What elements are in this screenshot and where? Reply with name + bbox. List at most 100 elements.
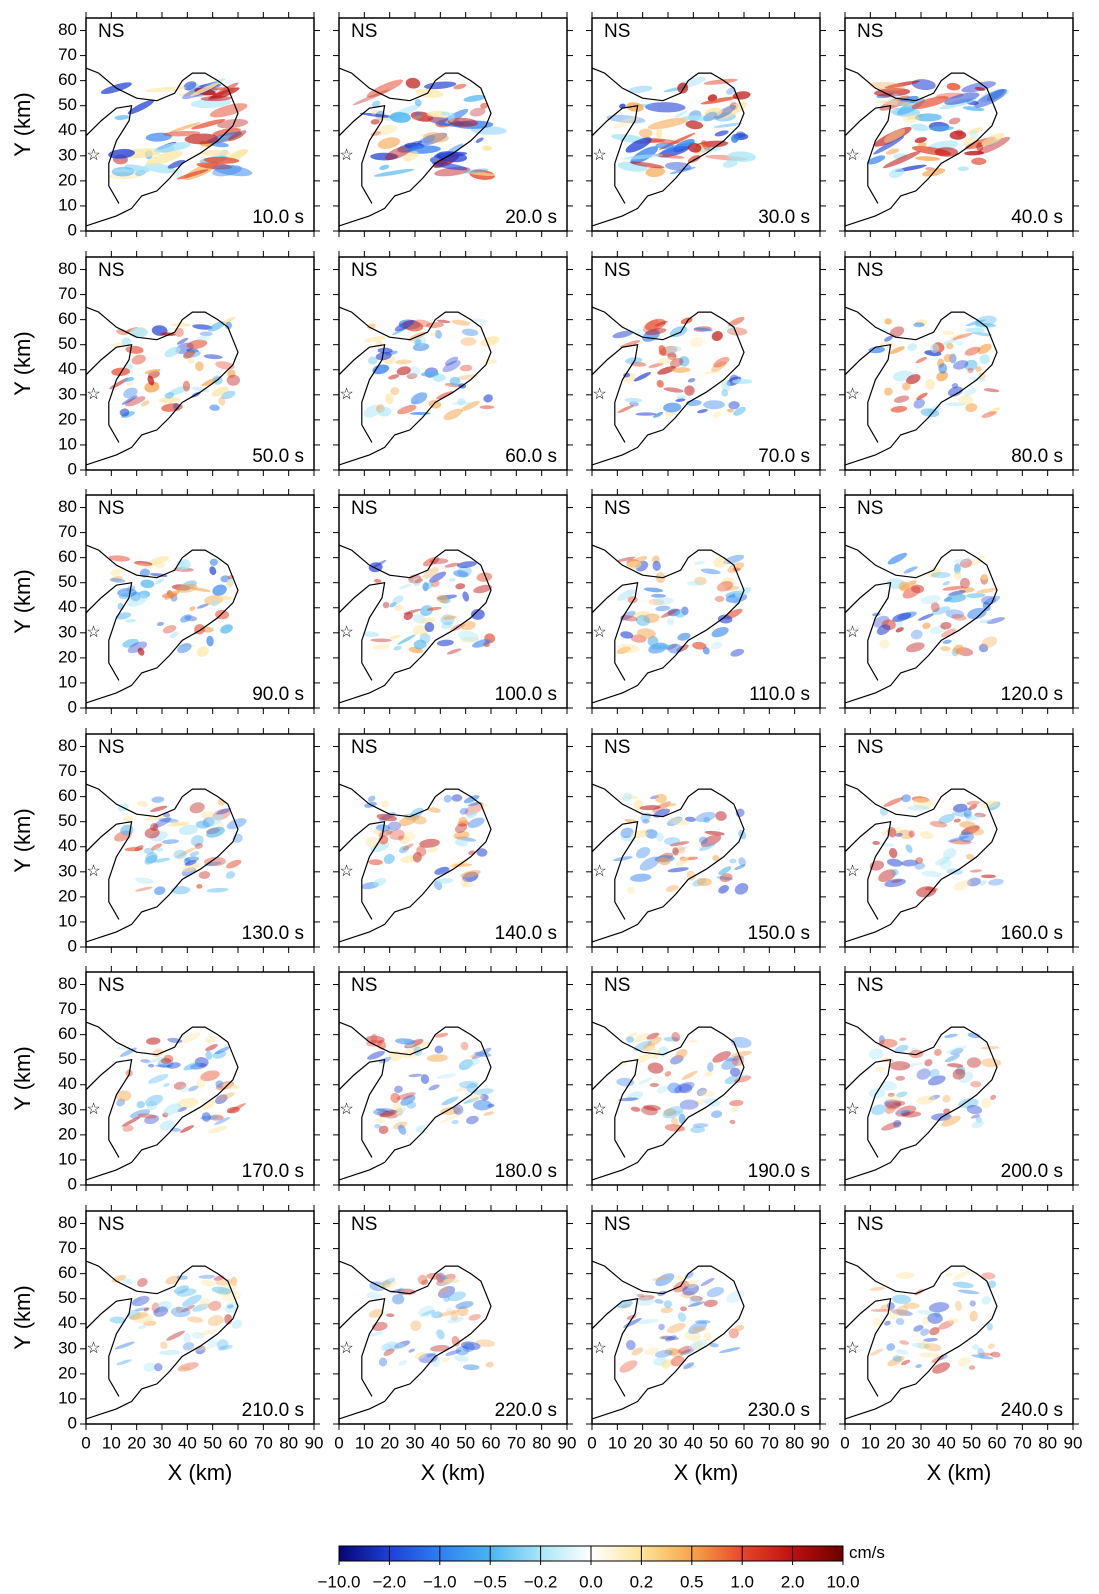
coastline	[845, 820, 892, 920]
wave-blob	[370, 152, 399, 161]
wave-blob	[885, 1100, 901, 1110]
wave-blob	[112, 342, 126, 349]
wave-blob	[977, 343, 992, 355]
wave-blob	[948, 1318, 960, 1325]
wave-blob	[703, 1299, 718, 1307]
wave-blob	[162, 625, 177, 634]
panel-frame	[338, 971, 568, 1186]
wave-blob	[162, 1112, 169, 1118]
source-star: ☆	[845, 624, 859, 641]
wave-blob	[394, 1085, 403, 1093]
y-tick-label: 70	[58, 45, 77, 64]
wave-blob	[620, 615, 638, 622]
wave-blob	[445, 1349, 462, 1356]
wave-blob	[226, 374, 241, 386]
y-tick-label: 40	[58, 120, 77, 139]
wave-blob	[947, 835, 969, 843]
wave-blob	[663, 1036, 680, 1042]
wave-blob	[177, 1362, 199, 1372]
wave-blob	[946, 82, 961, 91]
wave-blob	[957, 1357, 971, 1367]
wave-blob	[968, 1365, 976, 1370]
wave-blob	[388, 1342, 406, 1350]
time-label: 110.0 s	[749, 684, 810, 705]
wave-blob	[671, 1032, 681, 1042]
wave-blob	[416, 845, 427, 857]
wave-blob	[460, 1341, 481, 1351]
wave-blob	[464, 802, 484, 816]
wave-blob	[388, 374, 400, 380]
wave-blob	[665, 1335, 677, 1342]
wavefield: ☆	[86, 257, 314, 470]
wave-blob	[410, 1320, 422, 1331]
component-label: NS	[857, 498, 883, 519]
panel-bg	[86, 495, 314, 708]
wave-blob	[895, 1105, 917, 1117]
x-tick-label: 80	[279, 1433, 298, 1452]
wave-blob	[972, 331, 993, 337]
wave-blob	[667, 352, 677, 361]
wave-blob	[179, 643, 196, 648]
wave-blob	[389, 829, 405, 841]
wave-blob	[885, 1094, 902, 1104]
wave-blob	[969, 1300, 976, 1307]
wave-blob	[163, 1054, 174, 1063]
wave-blob	[889, 326, 905, 338]
coastline	[339, 1260, 492, 1420]
wave-blob	[702, 646, 710, 655]
wave-blob	[916, 886, 937, 898]
panel-frame	[85, 494, 315, 709]
time-label: 210.0 s	[242, 1400, 304, 1421]
wave-blob	[635, 615, 651, 626]
wave-blob	[928, 1302, 950, 1313]
wave-blob	[439, 1275, 449, 1280]
wave-blob	[217, 1344, 233, 1351]
wave-blob	[711, 641, 723, 650]
wave-blob	[155, 1300, 172, 1313]
wave-blob	[379, 164, 390, 171]
wave-blob	[667, 1082, 682, 1094]
wave-blob	[372, 364, 390, 375]
wave-blob	[129, 1312, 148, 1321]
coastline	[592, 306, 745, 466]
source-star: ☆	[339, 1101, 353, 1118]
wave-blob	[663, 837, 681, 845]
source-star: ☆	[339, 386, 353, 403]
wave-blob	[724, 1075, 740, 1085]
source-star: ☆	[845, 147, 859, 164]
wave-blob	[448, 577, 456, 582]
y-tick-label: 70	[58, 522, 77, 541]
component-label: NS	[98, 1214, 124, 1235]
x-tick-label: 90	[558, 1433, 577, 1452]
wave-blob	[630, 873, 652, 882]
wave-blob	[455, 1345, 470, 1356]
wave-blob	[953, 558, 968, 564]
wave-blob	[412, 114, 423, 121]
wave-blob	[685, 816, 697, 822]
wave-blob	[654, 1299, 664, 1304]
wave-blob	[726, 408, 734, 413]
source-star: ☆	[592, 386, 606, 403]
wave-blob	[137, 1277, 148, 1287]
wave-blob	[435, 1272, 446, 1283]
wave-blob	[982, 601, 991, 612]
wave-blob	[136, 1100, 145, 1109]
wave-blob	[619, 610, 636, 621]
wave-blob	[199, 1115, 219, 1120]
wave-blob	[638, 128, 653, 138]
wave-blob	[880, 1304, 890, 1311]
wave-blob	[393, 645, 402, 651]
component-label: NS	[604, 737, 630, 758]
x-tick-label: 40	[937, 1433, 956, 1452]
wave-blob	[910, 629, 923, 640]
wave-blob	[688, 1339, 707, 1351]
wave-blob	[707, 1062, 714, 1073]
source-star: ☆	[86, 386, 100, 403]
wave-blob	[468, 171, 496, 177]
wave-blob	[201, 1112, 211, 1122]
wave-blob	[460, 400, 480, 412]
wave-blob	[722, 554, 745, 565]
wave-blob	[675, 1048, 688, 1059]
wave-blob	[638, 1295, 655, 1301]
wave-blob	[645, 328, 667, 335]
